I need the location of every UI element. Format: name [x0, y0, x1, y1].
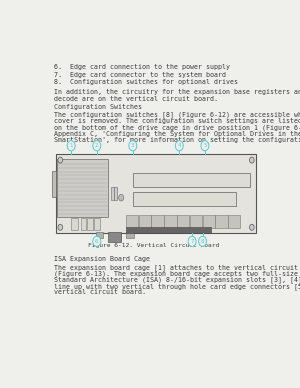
Text: The expansion board cage [1] attaches to the vertical circuit board [2]: The expansion board cage [1] attaches to… — [54, 264, 300, 271]
Text: 7.  Edge card connector to the system board: 7. Edge card connector to the system boa… — [54, 72, 226, 78]
Bar — [177, 215, 189, 228]
Bar — [139, 215, 151, 228]
Bar — [94, 218, 100, 230]
Bar — [111, 187, 113, 201]
Circle shape — [93, 236, 101, 246]
Bar — [202, 215, 215, 228]
Bar — [190, 215, 202, 228]
Text: cover is removed. The configuration switch settings are listed on a label: cover is removed. The configuration swit… — [54, 118, 300, 124]
Bar — [71, 218, 78, 230]
Bar — [133, 192, 236, 206]
Bar — [96, 232, 103, 238]
Bar — [215, 215, 228, 228]
Bar — [126, 215, 138, 228]
Bar — [126, 232, 134, 238]
Circle shape — [199, 236, 206, 246]
Text: 5: 5 — [203, 143, 207, 148]
Bar — [108, 232, 121, 242]
Bar — [114, 187, 117, 201]
Bar — [133, 173, 250, 187]
Text: 2: 2 — [95, 143, 98, 148]
Text: Appendix C, 'Configuring the System for Optional Drives in the Compaq: Appendix C, 'Configuring the System for … — [54, 130, 300, 137]
Bar — [88, 218, 93, 230]
Text: 3: 3 — [131, 143, 135, 148]
Text: on the bottom of the drive cage in drive position 1 (Figure 6-14). Refer to: on the bottom of the drive cage in drive… — [54, 124, 300, 131]
Bar — [52, 171, 56, 197]
Bar — [164, 215, 176, 228]
Text: line up with two vertical through hole card edge connectors [5], [6] on the: line up with two vertical through hole c… — [54, 283, 300, 289]
Circle shape — [67, 141, 75, 151]
Circle shape — [58, 224, 63, 230]
Text: 1: 1 — [70, 143, 73, 148]
Circle shape — [129, 141, 137, 151]
Circle shape — [188, 236, 196, 246]
Text: 8: 8 — [201, 239, 204, 244]
Bar — [80, 218, 86, 230]
Bar — [126, 227, 211, 233]
Text: 6: 6 — [95, 239, 98, 244]
Text: The configuration switches [8] (Figure 6-12) are accessible when the bottom: The configuration switches [8] (Figure 6… — [54, 112, 300, 118]
Text: ISA Expansion Board Cage: ISA Expansion Board Cage — [54, 256, 150, 262]
Text: Configuration Switches: Configuration Switches — [54, 104, 142, 110]
Circle shape — [250, 157, 254, 163]
Circle shape — [201, 141, 209, 151]
Bar — [152, 215, 164, 228]
Bar — [57, 159, 108, 217]
Text: In addition, the circuitry for the expansion base registers and hard drive: In addition, the circuitry for the expan… — [54, 89, 300, 95]
Circle shape — [250, 224, 254, 230]
Text: SmartStation', for more information on setting the configuration switches.: SmartStation', for more information on s… — [54, 137, 300, 143]
Circle shape — [176, 141, 183, 151]
Text: (Figure 6-13). The expansion board cage accepts two full-size Industry: (Figure 6-13). The expansion board cage … — [54, 270, 300, 277]
Text: 4: 4 — [178, 143, 181, 148]
Text: 8.  Configuration switches for optional drives: 8. Configuration switches for optional d… — [54, 80, 238, 85]
Text: Figure 6-12. Vertical Circuit Board: Figure 6-12. Vertical Circuit Board — [88, 243, 219, 248]
Bar — [56, 154, 256, 233]
Text: 7: 7 — [190, 239, 194, 244]
Text: vertical circuit board.: vertical circuit board. — [54, 289, 146, 295]
Text: Standard Architecture (ISA) 8-/16-bit expansion slots [3], [4]. The slots: Standard Architecture (ISA) 8-/16-bit ex… — [54, 277, 300, 283]
Text: 6.  Edge card connection to the power supply: 6. Edge card connection to the power sup… — [54, 64, 230, 70]
Circle shape — [93, 141, 101, 151]
Bar — [228, 215, 241, 228]
Circle shape — [58, 157, 63, 163]
Text: decode are on the vertical circuit board.: decode are on the vertical circuit board… — [54, 95, 218, 102]
Circle shape — [118, 194, 124, 201]
